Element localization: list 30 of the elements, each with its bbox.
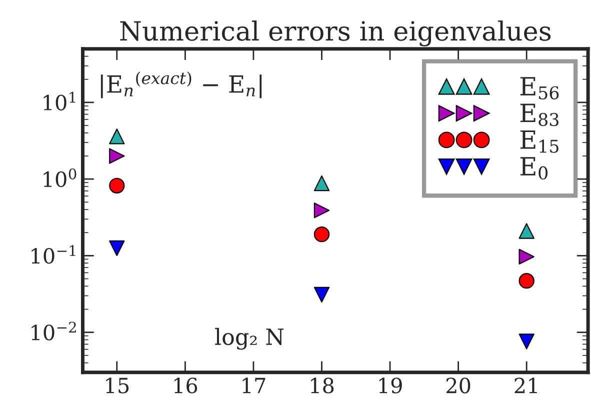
x-tick-label: 17 xyxy=(242,378,266,394)
legend-label: E$_{15}$ xyxy=(520,130,558,153)
point xyxy=(314,226,330,242)
legend-label: E$_{0}$ xyxy=(520,157,548,180)
x-axis-title: log₂ N xyxy=(215,328,284,350)
point xyxy=(518,223,534,239)
x-tick-label: 19 xyxy=(379,378,402,394)
y-tick-label: 10$^{0}$ xyxy=(44,168,76,188)
x-tick-label: 18 xyxy=(311,378,334,394)
point xyxy=(109,178,125,194)
chart-title: Numerical errors in eigenvalues xyxy=(120,20,551,46)
y-tick-label: 10$^{−2}$ xyxy=(32,322,76,340)
point xyxy=(314,202,330,218)
x-tick-label: 15 xyxy=(106,378,129,394)
point xyxy=(314,286,330,303)
point xyxy=(518,248,534,265)
point xyxy=(314,175,330,192)
legend-label: E$_{83}$ xyxy=(520,104,558,126)
x-tick-label: 16 xyxy=(174,378,198,394)
point xyxy=(109,148,125,164)
y-tick-label: 10$^{−1}$ xyxy=(32,245,76,264)
y-axis-title: |E$_{n}$$^{(exact)}$ − E$_{n}$| xyxy=(100,71,262,98)
y-tick-label: 10$^{1}$ xyxy=(44,92,76,110)
legend-label: E$_{56}$ xyxy=(520,77,559,100)
x-tick-label: 21 xyxy=(514,378,537,394)
x-tick-label: 20 xyxy=(446,378,470,394)
point xyxy=(518,334,534,350)
point xyxy=(518,272,534,289)
point xyxy=(109,240,125,256)
point xyxy=(109,128,125,144)
